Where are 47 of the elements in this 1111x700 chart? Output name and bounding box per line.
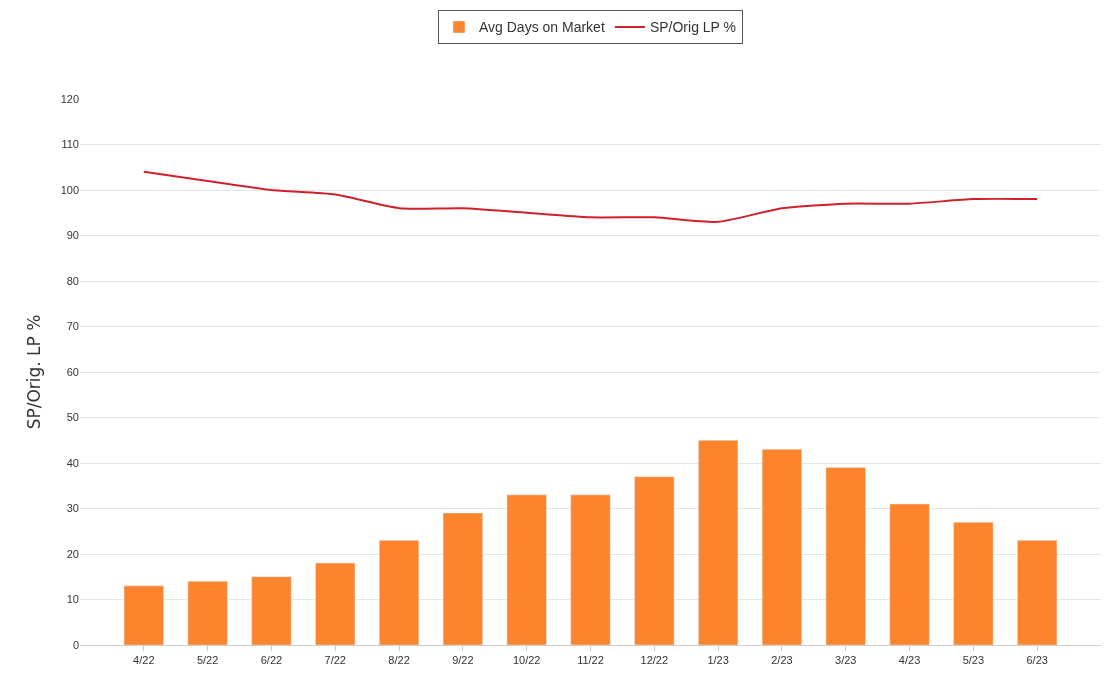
x-tick-label: 6/23 xyxy=(1026,654,1048,667)
bar xyxy=(761,449,802,645)
bar xyxy=(570,494,611,645)
y-tick-label: 10 xyxy=(66,593,79,606)
y-tick-label: 90 xyxy=(66,229,79,242)
bar xyxy=(698,440,739,645)
bar xyxy=(953,521,994,645)
bar xyxy=(442,512,483,645)
y-tick-label: 0 xyxy=(72,638,79,651)
y-tick-label: 20 xyxy=(66,547,79,560)
bar xyxy=(889,503,930,645)
x-tick-label: 2/23 xyxy=(771,654,793,667)
x-tick-label: 3/23 xyxy=(835,654,857,667)
x-tick-label: 5/23 xyxy=(962,654,985,667)
bar xyxy=(251,576,292,645)
bar xyxy=(825,467,866,645)
y-tick-label: 100 xyxy=(60,183,79,196)
y-tick-label: 50 xyxy=(66,411,79,424)
x-tick-label: 6/22 xyxy=(260,654,283,667)
y-tick-label: 70 xyxy=(66,320,79,333)
y-tick-label: 120 xyxy=(60,92,79,105)
legend-label: SP/Orig LP % xyxy=(649,19,737,36)
y-tick-label: 40 xyxy=(66,456,79,469)
x-tick-label: 9/22 xyxy=(452,654,474,667)
x-tick-label: 4/22 xyxy=(133,654,155,667)
bar xyxy=(123,585,164,645)
x-tick-label: 1/23 xyxy=(707,654,729,667)
bar xyxy=(379,540,420,645)
y-tick-label: 80 xyxy=(66,274,79,287)
y-tick-label: 30 xyxy=(66,502,79,515)
bar xyxy=(315,562,356,645)
bar xyxy=(506,494,547,645)
bar xyxy=(634,476,675,645)
x-tick-label: 8/22 xyxy=(388,654,410,667)
x-tick-label: 11/22 xyxy=(577,654,604,667)
y-axis-title: SP/Orig. LP % xyxy=(24,314,45,430)
x-tick-label: 4/23 xyxy=(898,654,921,667)
line-series xyxy=(142,170,1039,223)
x-tick-label: 12/22 xyxy=(640,654,669,667)
y-tick-label: 60 xyxy=(66,365,79,378)
x-tick-label: 5/22 xyxy=(196,654,219,667)
y-tick-label: 110 xyxy=(61,138,79,151)
x-tick-label: 10/22 xyxy=(512,654,541,667)
legend-label: Avg Days on Market xyxy=(479,19,605,36)
bar xyxy=(187,581,228,645)
bar xyxy=(1017,540,1058,645)
x-tick-label: 7/22 xyxy=(324,654,346,667)
